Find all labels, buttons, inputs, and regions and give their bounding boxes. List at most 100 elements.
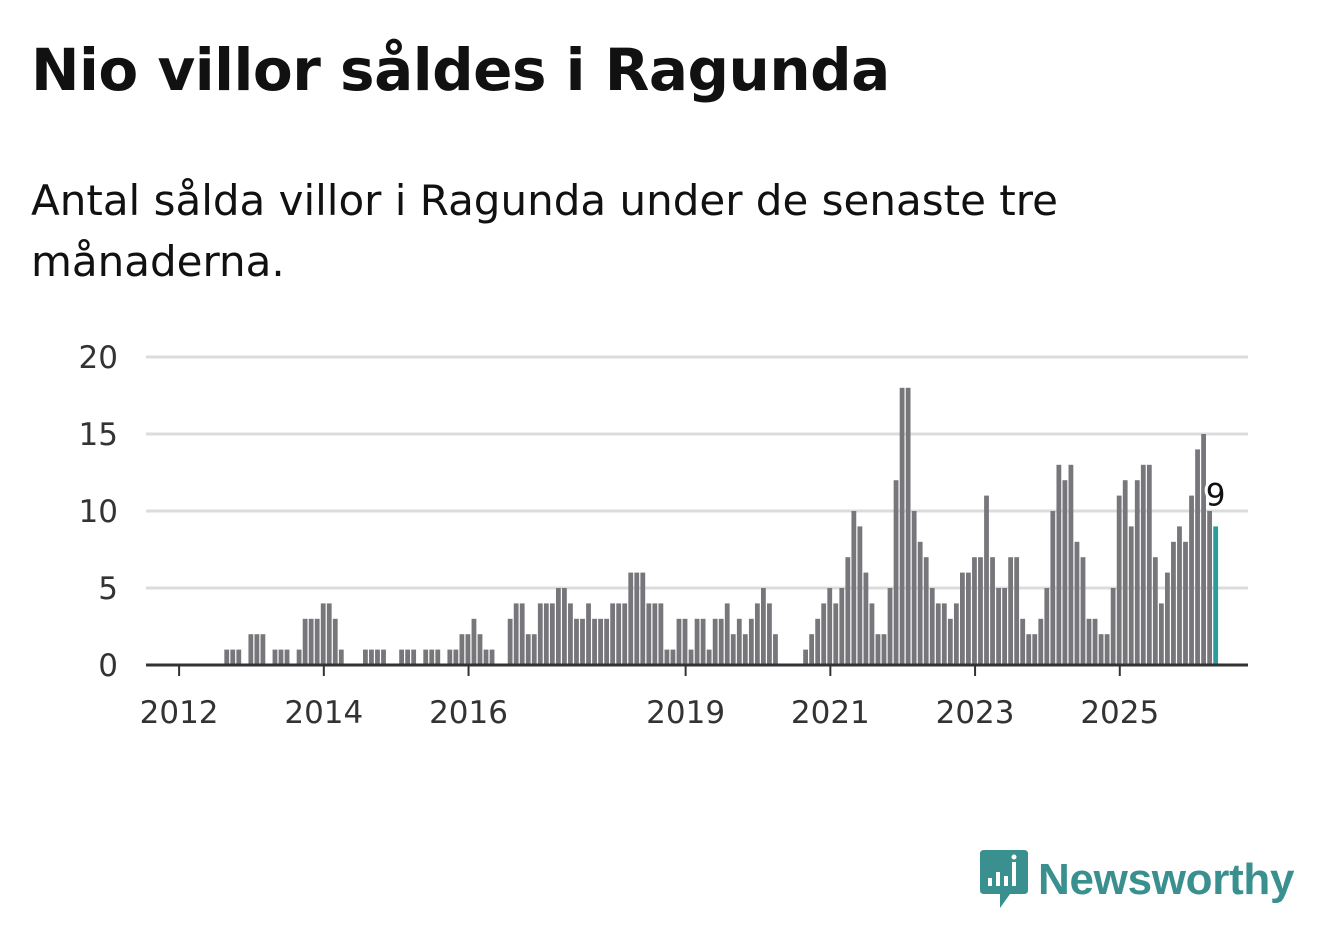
- bar: [736, 618, 742, 665]
- bar: [640, 572, 646, 665]
- bar: [447, 649, 453, 665]
- bar: [411, 649, 417, 665]
- bar: [984, 495, 989, 665]
- bar: [338, 649, 344, 665]
- y-tick-label: 15: [79, 417, 118, 453]
- bar: [230, 649, 236, 665]
- bar: [423, 649, 429, 665]
- bar: [1207, 511, 1213, 665]
- bar: [1056, 464, 1062, 665]
- bar: [1068, 464, 1074, 665]
- bar: [899, 387, 905, 665]
- bar: [742, 634, 748, 665]
- bar: [574, 618, 579, 665]
- bar: [375, 649, 380, 665]
- bar: [513, 603, 519, 665]
- bar: [700, 618, 706, 665]
- y-tick-label: 20: [79, 340, 118, 376]
- bar: [369, 649, 374, 665]
- bar: [1014, 557, 1020, 665]
- bar: [676, 618, 682, 665]
- bar: [1032, 634, 1038, 665]
- x-axis-ticks: 2012 2014 2016 2019 2021 2023 2025: [140, 695, 1160, 731]
- bar: [978, 557, 983, 665]
- bar: [1002, 588, 1007, 665]
- last-value-label: 9: [1206, 477, 1226, 513]
- bar: [646, 603, 652, 665]
- bar: [580, 618, 585, 665]
- bar: [670, 649, 676, 665]
- bar: [477, 634, 483, 665]
- x-tick-label: 2012: [140, 695, 219, 731]
- bar: [483, 649, 489, 665]
- bar: [821, 603, 827, 665]
- bar: [839, 588, 845, 665]
- bar: [308, 618, 314, 665]
- bar: [1195, 449, 1200, 665]
- bar: [658, 603, 664, 665]
- bar-chart: 0 5 10 15 20 2012 2014 2016 2019 2021 2023 2025 9: [79, 340, 1248, 731]
- bar: [893, 480, 899, 665]
- bar: [1122, 480, 1128, 665]
- bar: [1146, 464, 1152, 665]
- bar: [803, 649, 809, 665]
- bar: [972, 557, 977, 665]
- bar: [923, 557, 929, 665]
- bar: [224, 649, 230, 665]
- bar: [1110, 588, 1116, 665]
- bar: [453, 649, 459, 665]
- x-tick-label: 2025: [1080, 695, 1159, 731]
- bar: [1183, 541, 1188, 665]
- bar: [610, 603, 616, 665]
- x-tick-label: 2019: [646, 695, 725, 731]
- bar: [694, 618, 700, 665]
- bar: [1008, 557, 1014, 665]
- bar: [634, 572, 640, 665]
- bar: [833, 603, 839, 665]
- bar: [429, 649, 435, 665]
- bar: [767, 603, 772, 665]
- y-tick-label: 5: [98, 571, 118, 607]
- bar: [827, 588, 833, 665]
- bar: [754, 603, 760, 665]
- bar: [543, 603, 549, 665]
- bar-annotations: 9: [1203, 474, 1229, 516]
- bar: [845, 557, 851, 665]
- bar: [525, 634, 531, 665]
- bar: [555, 588, 561, 665]
- bar: [875, 634, 881, 665]
- bar: [773, 634, 778, 665]
- bar: [399, 649, 404, 665]
- bar: [851, 511, 857, 665]
- bar: [748, 618, 754, 665]
- bar: [917, 541, 923, 665]
- bar: [724, 603, 730, 665]
- bar: [519, 603, 525, 665]
- bar: [592, 618, 597, 665]
- bar: [1189, 495, 1194, 665]
- bar: [1177, 526, 1182, 665]
- bar: [712, 618, 718, 665]
- bar: [887, 588, 893, 665]
- bar: [761, 588, 766, 665]
- bar: [465, 634, 471, 665]
- x-tick-label: 2023: [936, 695, 1015, 731]
- chart-subtitle: Antal sålda villor i Ragunda under de se…: [31, 176, 1058, 286]
- bar: [435, 649, 441, 665]
- bar: [959, 572, 965, 665]
- bar: [568, 603, 573, 665]
- bar: [1158, 603, 1164, 665]
- bar: [1134, 480, 1140, 665]
- bar: [706, 649, 712, 665]
- x-tick-label: 2014: [284, 695, 363, 731]
- bar: [320, 603, 326, 665]
- bar: [471, 618, 477, 665]
- bar: [326, 603, 332, 665]
- bar: [929, 588, 935, 665]
- newsworthy-brand: Newsworthy: [980, 848, 1294, 912]
- bar: [881, 634, 887, 665]
- bar: [990, 557, 995, 665]
- bar: [947, 618, 953, 665]
- bar: [688, 649, 694, 665]
- bar: [1092, 618, 1098, 665]
